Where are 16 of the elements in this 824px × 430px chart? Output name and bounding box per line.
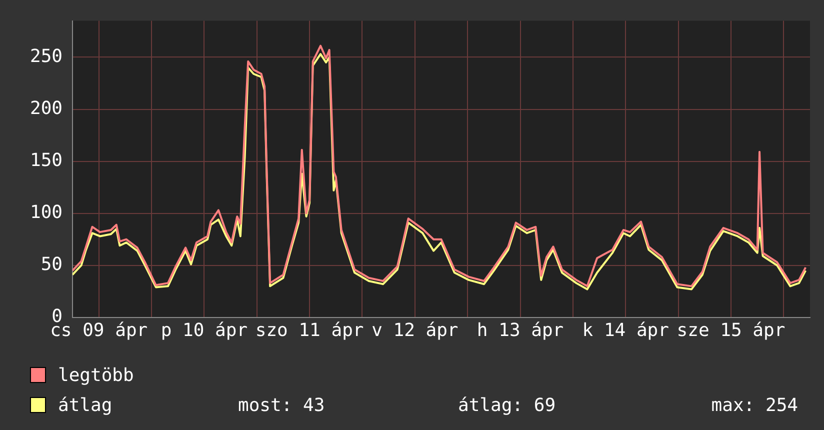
text: most: 43 bbox=[238, 394, 326, 416]
x-tick-label: h 13 ápr bbox=[476, 320, 564, 341]
x-tick-label: k 14 ápr bbox=[582, 320, 670, 341]
y-tick-label: 150 bbox=[30, 150, 63, 171]
y-tick-label: 100 bbox=[30, 202, 63, 223]
x-tick-label: sze 15 ápr bbox=[676, 320, 786, 341]
legend-label: átlag bbox=[58, 394, 114, 416]
text: max: 254 bbox=[710, 394, 798, 416]
y-tick-label: 250 bbox=[30, 46, 63, 67]
x-tick-label: szo 11 ápr bbox=[255, 320, 364, 341]
text: átlag: 69 bbox=[458, 394, 557, 416]
x-tick-label: v 12 ápr bbox=[372, 320, 458, 341]
y-tick-label: 50 bbox=[40, 254, 63, 276]
legend-label: legtöbb bbox=[58, 364, 135, 386]
x-tick-label: p 10 ápr bbox=[160, 320, 248, 341]
y-tick-label: 200 bbox=[30, 98, 63, 119]
